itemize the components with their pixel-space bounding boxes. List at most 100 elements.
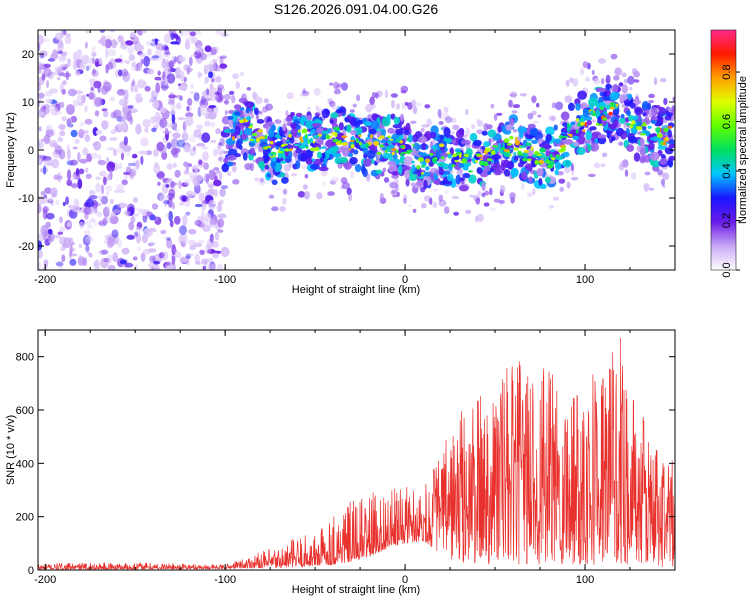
heatmap-cell <box>120 152 125 161</box>
heatmap-cell <box>85 65 90 71</box>
heatmap-cell <box>51 129 56 137</box>
heatmap-cell <box>154 111 161 122</box>
heatmap-cell <box>591 69 595 76</box>
heatmap-cell <box>127 162 137 167</box>
heatmap-cell <box>509 147 513 151</box>
heatmap-cell <box>580 121 585 126</box>
heatmap-cell <box>239 71 245 77</box>
heatmap-cell <box>468 170 473 173</box>
heatmap-cell <box>216 169 221 174</box>
heatmap-cell <box>64 35 72 45</box>
heatmap-cell <box>165 122 174 128</box>
heatmap-cell <box>346 124 352 133</box>
heatmap-cell <box>210 48 217 56</box>
heatmap-cell <box>212 252 219 259</box>
heatmap-cell <box>479 158 483 161</box>
heatmap-cell <box>421 164 426 168</box>
heatmap-cell <box>282 188 288 195</box>
heatmap-cell <box>197 239 205 244</box>
heatmap-cell <box>58 236 67 246</box>
heatmap-cell <box>123 175 129 179</box>
heatmap-cell <box>204 120 212 127</box>
heatmap-cell <box>628 136 638 144</box>
heatmap-cell <box>184 119 193 127</box>
heatmap-cell <box>84 105 88 113</box>
heatmap-cell <box>371 92 377 99</box>
heatmap-cell <box>621 133 628 139</box>
heatmap-cell <box>82 147 89 156</box>
heatmap-cell <box>364 143 369 149</box>
heatmap-cell <box>633 79 640 83</box>
heatmap-cell <box>663 127 669 133</box>
heatmap-cell <box>402 165 411 171</box>
heatmap-cell <box>119 89 124 93</box>
heatmap-cell <box>642 112 647 117</box>
heatmap-cell <box>97 159 107 166</box>
heatmap-cell <box>130 82 134 93</box>
heatmap-cell <box>361 164 366 175</box>
heatmap-cell <box>198 159 203 166</box>
heatmap-cell <box>363 121 372 127</box>
heatmap-cell <box>479 161 484 166</box>
heatmap-cell <box>197 215 205 226</box>
heatmap-cell <box>137 51 143 56</box>
heatmap-cell <box>462 172 471 179</box>
heatmap-cell <box>455 174 461 185</box>
heatmap-cell <box>346 187 352 195</box>
heatmap-cell <box>84 237 94 243</box>
heatmap-cell <box>40 229 47 241</box>
heatmap-cell <box>314 146 320 152</box>
heatmap-cell <box>107 236 116 247</box>
heatmap-cell <box>82 240 91 246</box>
heatmap-cell <box>228 118 233 128</box>
heatmap-cell <box>161 151 168 160</box>
heatmap-cell <box>154 76 162 81</box>
heatmap-cell <box>403 129 410 136</box>
heatmap-cell <box>316 192 323 200</box>
heatmap-cell <box>243 127 253 136</box>
heatmap-cell <box>399 145 405 149</box>
heatmap-cell <box>149 255 156 263</box>
heatmap-cell <box>443 127 451 137</box>
heatmap-cell <box>386 113 391 123</box>
heatmap-cell <box>458 185 469 192</box>
heatmap-cell <box>193 92 200 102</box>
heatmap-cell <box>432 188 439 192</box>
heatmap-cell <box>668 144 675 149</box>
heatmap-cell <box>144 127 149 133</box>
heatmap-cell <box>601 152 608 158</box>
heatmap-cell <box>313 87 321 96</box>
heatmap-cell <box>235 81 240 89</box>
heatmap-cell <box>253 92 259 99</box>
spectrogram-xlabel: Height of straight line (km) <box>292 284 420 296</box>
snr-ylabel: SNR (10 * v/v) <box>5 415 17 485</box>
heatmap-cell <box>391 140 396 144</box>
heatmap-cell <box>525 163 533 171</box>
heatmap-cell <box>233 104 242 110</box>
heatmap-cell <box>270 152 277 155</box>
heatmap-cell <box>371 113 379 122</box>
heatmap-cell <box>636 125 643 131</box>
heatmap-cell <box>258 178 267 186</box>
heatmap-cell <box>45 212 55 220</box>
heatmap-cell <box>412 106 418 114</box>
heatmap-cell <box>250 113 254 119</box>
heatmap-cell <box>142 212 147 217</box>
heatmap-cell <box>261 106 269 113</box>
heatmap-cell <box>349 109 355 113</box>
heatmap-cell <box>641 100 649 111</box>
heatmap-cell <box>432 157 437 164</box>
heatmap-cell <box>142 248 151 255</box>
heatmap-cell <box>186 106 190 112</box>
heatmap-cell <box>458 153 462 159</box>
heatmap-cell <box>575 129 579 134</box>
heatmap-cell <box>631 120 636 125</box>
heatmap-cell <box>392 124 402 129</box>
heatmap-cell <box>481 181 486 191</box>
heatmap-cell <box>166 73 176 84</box>
heatmap-cell <box>384 149 388 154</box>
heatmap-cell <box>572 135 580 140</box>
heatmap-cell <box>406 150 411 155</box>
heatmap-cell <box>531 110 537 116</box>
heatmap-cell <box>539 147 546 153</box>
